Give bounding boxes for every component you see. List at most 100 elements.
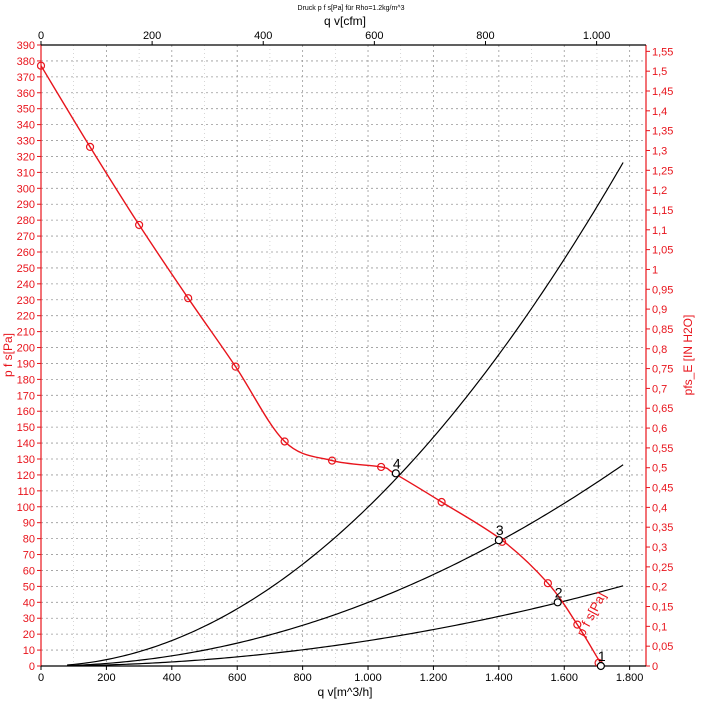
y2-tick-label: 1,3 [652,145,667,157]
y-tick-label: 210 [17,327,35,339]
y2-tick-label: 1,5 [652,66,667,78]
y2-tick-label: 0,55 [652,443,673,455]
y2-tick-label: 0,9 [652,304,667,316]
y2-tick-label: 1,25 [652,165,673,177]
y2-tick-label: 0,1 [652,621,667,633]
y2-tick-label: 1,55 [652,46,673,58]
x-tick-label: 1.000 [354,672,382,684]
y2-tick-label: 1 [652,264,658,276]
y2-tick-label: 1,15 [652,205,673,217]
y-tick-label: 230 [17,295,35,307]
y-tick-label: 290 [17,199,35,211]
y2-tick-label: 0,2 [652,582,667,594]
y-tick-label: 60 [23,565,35,577]
y2-tick-label: 0,75 [652,364,673,376]
y2-tick-label: 1,1 [652,225,667,237]
y-tick-label: 50 [23,581,35,593]
markers-layer: 1 2 3 4 [36,61,606,671]
y2-tick-label: 0,7 [652,383,667,395]
y-tick-label: 170 [17,390,35,402]
fan-curve-marker [135,220,144,230]
fan-curve-marker [573,620,582,629]
y-tick-label: 200 [17,343,35,355]
y2-tick-label: 0,15 [652,602,673,614]
x2-tick-label: 600 [365,30,383,42]
y-tick-label: 30 [23,613,35,625]
y-tick-label: 150 [17,422,35,434]
y2-tick-label: 0,35 [652,522,673,534]
y-tick-label: 330 [17,136,35,148]
y2-tick-label: 0,5 [652,463,667,475]
operating-point-label-2: 2 [555,584,563,600]
y-tick-label: 320 [17,151,35,163]
y-tick-label: 260 [17,247,35,259]
operating-point-3 [494,536,503,545]
y-tick-label: 360 [17,88,35,100]
y2-tick-label: 1,35 [652,126,673,138]
y-tick-label: 390 [17,40,35,52]
y-axis-label: p f s[Pa] [1,333,15,377]
fan-curve-marker [280,437,289,446]
y-tick-label: 80 [23,534,35,546]
system-curve-1 [67,162,624,666]
operating-point-label-4: 4 [393,455,401,471]
y2-tick-label: 0,6 [652,423,667,435]
curves-layer [40,65,624,667]
y2-tick-label: 0,85 [652,324,673,336]
y-tick-label: 110 [17,486,35,498]
y-tick-label: 100 [17,502,35,514]
y-tick-label: 0 [29,661,35,673]
y-tick-label: 180 [17,374,35,386]
fan-curve-marker [184,294,193,303]
system-curve-3 [67,585,624,667]
x2-tick-label: 200 [143,30,161,42]
x-tick-label: 600 [228,672,246,684]
x-tick-label: 800 [293,672,311,684]
grid-layer [40,44,646,667]
y-tick-label: 220 [17,311,35,323]
y-tick-label: 20 [23,629,35,641]
y-tick-label: 380 [17,56,35,68]
x2-tick-label: 800 [476,30,494,42]
fan-curve-marker [377,462,386,472]
y-tick-label: 130 [17,454,35,466]
fan-curve [40,65,605,667]
y-tick-label: 140 [17,438,35,450]
fan-curve-marker [231,362,240,371]
x2-tick-label: 400 [254,30,272,42]
y-tick-label: 250 [17,263,35,275]
operating-point-4 [391,469,400,478]
y2-tick-label: 0,3 [652,542,667,554]
axes-layer [40,44,647,667]
y2-tick-label: 1,05 [652,245,673,257]
fan-curve-marker [543,579,552,588]
operating-point-1 [596,661,605,671]
y-tick-label: 300 [17,183,35,195]
y-tick-label: 190 [17,358,35,370]
y2-tick-label: 0 [652,661,658,673]
y-tick-label: 370 [17,72,35,84]
y2-tick-label: 0,4 [652,502,667,514]
y-tick-label: 280 [17,215,35,227]
y-tick-label: 270 [17,231,35,243]
y-tick-label: 90 [23,518,35,530]
x2-tick-label: 1.000 [583,30,611,42]
y-tick-label: 160 [17,406,35,418]
fan-curve-marker [327,456,337,465]
chart-title: Druck p f s[Pa] für Rho=1.2kg/m^3 [298,5,405,12]
x-tick-label: 0 [38,672,44,684]
y2-tick-label: 0,95 [652,284,673,296]
x-tick-label: 400 [163,672,181,684]
fan-curve-marker [85,142,95,152]
y2-tick-label: 0,05 [652,641,673,653]
ticks-layer: 0102030405060708090100110120130140150160… [17,30,674,684]
operating-point-label-1: 1 [598,648,606,664]
operating-point-2 [553,598,562,607]
y2-axis-label: pfs_E [IN H2O] [681,315,695,396]
y-tick-label: 340 [17,120,35,132]
system-curve-2 [67,464,624,667]
y-tick-label: 310 [17,167,35,179]
y2-tick-label: 0,25 [652,562,673,574]
y2-tick-label: 1,2 [652,185,667,197]
